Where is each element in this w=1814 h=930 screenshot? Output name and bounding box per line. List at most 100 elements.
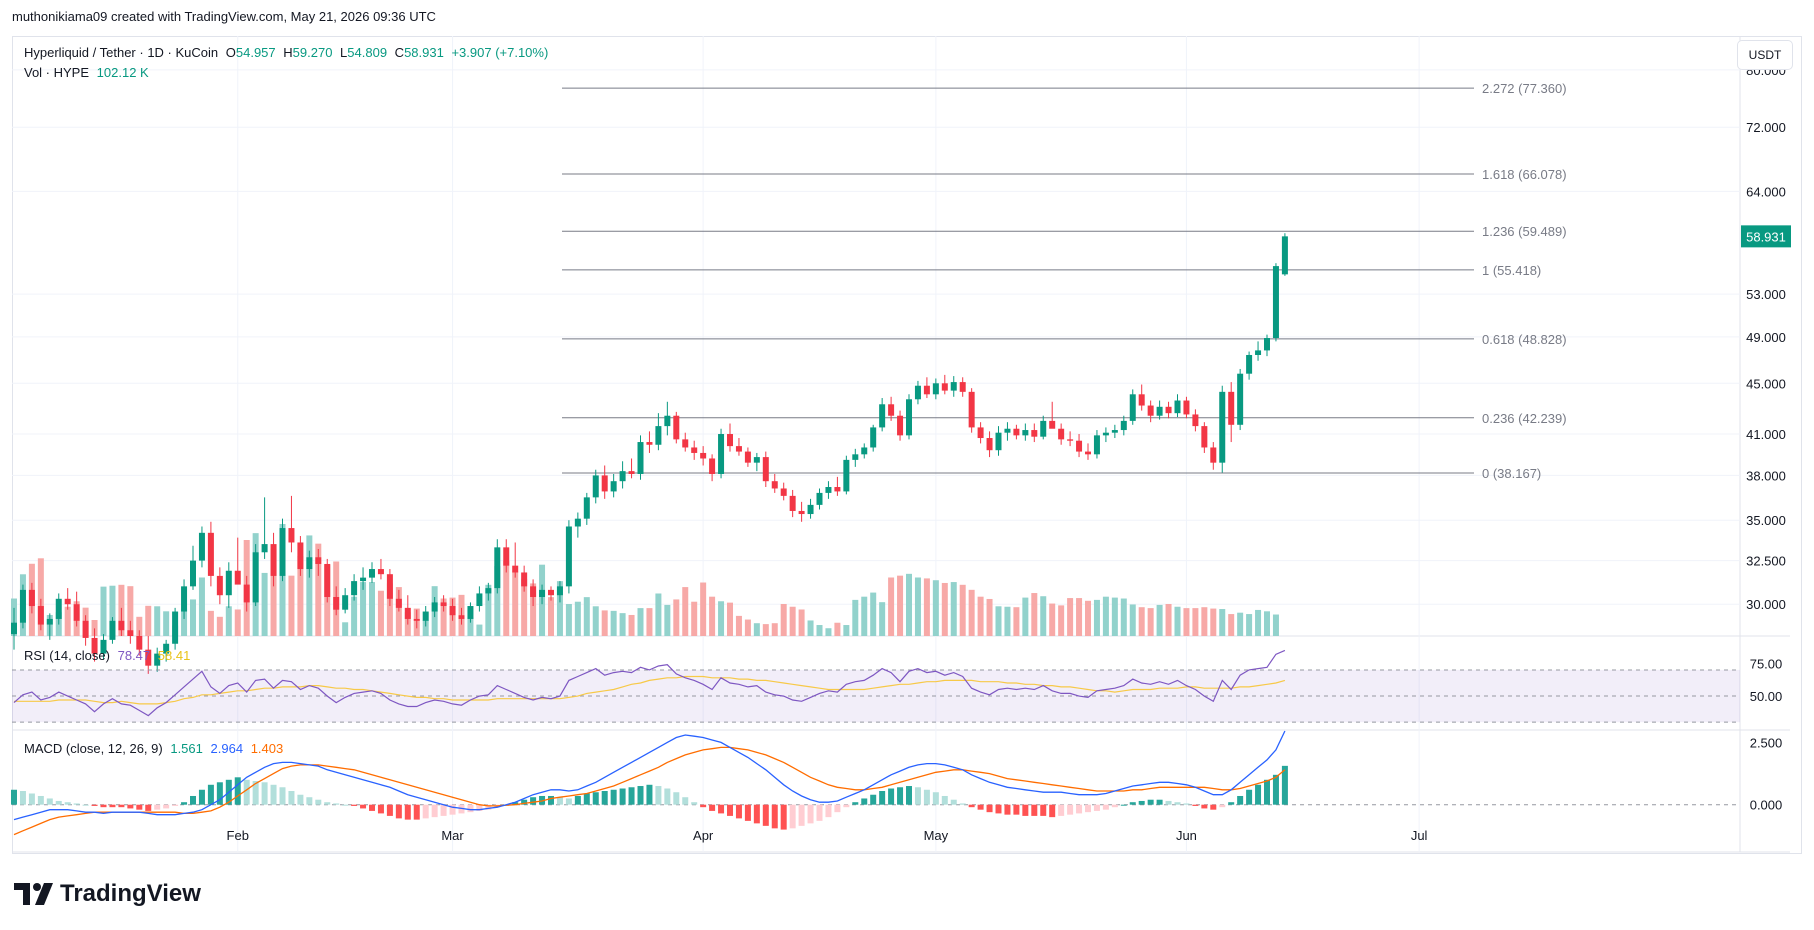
candle-body[interactable] xyxy=(73,604,80,621)
candle-body[interactable] xyxy=(870,427,877,448)
candle-body[interactable] xyxy=(548,589,554,596)
candle-body[interactable] xyxy=(136,636,143,650)
candle-body[interactable] xyxy=(82,620,89,638)
candle-body[interactable] xyxy=(744,451,751,463)
candle-body[interactable] xyxy=(968,391,975,428)
candle-body[interactable] xyxy=(163,643,170,654)
candle-body[interactable] xyxy=(395,598,402,608)
macd-legend[interactable]: MACD (close, 12, 26, 9) 1.561 2.964 1.40… xyxy=(24,741,287,756)
candle-body[interactable] xyxy=(324,563,331,597)
candle-body[interactable] xyxy=(127,630,134,636)
candle-body[interactable] xyxy=(1040,420,1047,437)
candle-body[interactable] xyxy=(413,618,420,621)
candle-body[interactable] xyxy=(333,596,340,610)
candle-body[interactable] xyxy=(234,570,241,585)
candle-body[interactable] xyxy=(861,447,868,455)
candle-body[interactable] xyxy=(1111,430,1118,433)
candle-body[interactable] xyxy=(923,385,930,395)
candle-body[interactable] xyxy=(1120,420,1127,431)
candle-body[interactable] xyxy=(360,577,367,582)
candle-body[interactable] xyxy=(655,426,662,445)
candle-body[interactable] xyxy=(556,586,563,596)
candle-body[interactable] xyxy=(404,607,411,619)
candle-body[interactable] xyxy=(11,622,17,635)
candle-body[interactable] xyxy=(100,639,107,654)
candle-body[interactable] xyxy=(1102,432,1109,436)
candle-body[interactable] xyxy=(637,442,644,474)
candle-body[interactable] xyxy=(377,569,384,575)
candle-body[interactable] xyxy=(1004,428,1011,433)
candle-body[interactable] xyxy=(431,602,438,612)
candle-body[interactable] xyxy=(1022,430,1029,436)
candle-body[interactable] xyxy=(941,383,948,391)
candle-body[interactable] xyxy=(288,528,295,543)
candle-body[interactable] xyxy=(216,575,223,596)
candle-body[interactable] xyxy=(1049,420,1056,429)
candle-body[interactable] xyxy=(807,504,814,515)
candle-body[interactable] xyxy=(735,446,742,452)
candle-body[interactable] xyxy=(852,454,859,460)
candle-body[interactable] xyxy=(1237,373,1244,425)
candle-body[interactable] xyxy=(181,586,188,612)
candle-body[interactable] xyxy=(270,544,277,576)
candle-body[interactable] xyxy=(1067,439,1074,441)
candle-body[interactable] xyxy=(601,475,608,492)
candle-body[interactable] xyxy=(109,620,116,640)
candle-body[interactable] xyxy=(261,544,268,553)
candle-body[interactable] xyxy=(798,510,805,515)
candle-body[interactable] xyxy=(225,570,232,596)
candle-body[interactable] xyxy=(664,415,671,427)
candle-body[interactable] xyxy=(19,589,26,623)
candle-body[interactable] xyxy=(494,547,501,589)
candle-body[interactable] xyxy=(1085,451,1091,455)
price-legend[interactable]: Hyperliquid / Tether · 1D · KuCoin O54.9… xyxy=(24,45,552,60)
candle-body[interactable] xyxy=(279,528,286,576)
candle-body[interactable] xyxy=(1129,394,1136,421)
candle-body[interactable] xyxy=(243,584,250,603)
candle-body[interactable] xyxy=(700,452,707,459)
candle-body[interactable] xyxy=(1058,428,1065,440)
candle-body[interactable] xyxy=(709,458,716,474)
candle-body[interactable] xyxy=(592,475,599,498)
candle-body[interactable] xyxy=(1013,428,1020,436)
candle-body[interactable] xyxy=(1246,354,1253,374)
candle-body[interactable] xyxy=(879,404,886,428)
candle-body[interactable] xyxy=(458,615,465,619)
candle-body[interactable] xyxy=(771,481,778,489)
candle-body[interactable] xyxy=(1138,394,1145,406)
candle-body[interactable] xyxy=(145,649,152,666)
candle-body[interactable] xyxy=(780,488,787,496)
candle-body[interactable] xyxy=(583,497,590,519)
candle-body[interactable] xyxy=(1076,440,1083,452)
candle-body[interactable] xyxy=(64,598,71,605)
candle-body[interactable] xyxy=(691,447,698,453)
candle-body[interactable] xyxy=(1183,400,1190,415)
candle-body[interactable] xyxy=(646,442,653,445)
candle-body[interactable] xyxy=(28,589,35,607)
candle-body[interactable] xyxy=(37,606,44,625)
candle-body[interactable] xyxy=(55,598,62,619)
candle-body[interactable] xyxy=(342,595,349,610)
candle-body[interactable] xyxy=(610,481,617,492)
candle-body[interactable] xyxy=(906,399,912,436)
candle-body[interactable] xyxy=(476,593,483,607)
candle-body[interactable] xyxy=(628,471,635,474)
candle-body[interactable] xyxy=(888,404,895,416)
candle-body[interactable] xyxy=(91,637,98,654)
candle-body[interactable] xyxy=(351,581,358,596)
candle-body[interactable] xyxy=(1156,406,1163,416)
candle-body[interactable] xyxy=(825,487,832,493)
candle-body[interactable] xyxy=(449,606,456,616)
candle-body[interactable] xyxy=(1165,406,1172,414)
candle-body[interactable] xyxy=(1272,266,1279,339)
candle-body[interactable] xyxy=(843,459,850,492)
candle-body[interactable] xyxy=(1031,430,1038,437)
candle-body[interactable] xyxy=(503,547,510,566)
candle-body[interactable] xyxy=(762,457,769,482)
candle-body[interactable] xyxy=(574,518,581,527)
candle-body[interactable] xyxy=(565,526,572,587)
candle-body[interactable] xyxy=(198,532,205,561)
candle-body[interactable] xyxy=(190,560,196,587)
candle-body[interactable] xyxy=(297,542,304,570)
symbol-name[interactable]: Hyperliquid / Tether · 1D · KuCoin xyxy=(24,45,219,60)
